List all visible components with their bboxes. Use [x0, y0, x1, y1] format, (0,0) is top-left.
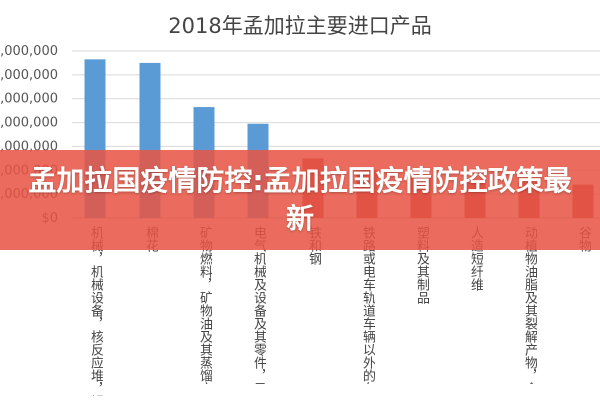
y-tick-label: ,000,000 — [0, 68, 58, 83]
headline-banner[interactable]: 孟加拉国疫情防控:孟加拉国疫情防控政策最新 — [0, 150, 600, 250]
category-label: 矿物燃料，矿物油及其蒸馏产物，沥青物质… — [197, 226, 212, 384]
headline-text[interactable]: 孟加拉国疫情防控:孟加拉国疫情防控政策最新 — [28, 164, 572, 235]
category-label: 电气机械及设备及其零件，录音机和复制… — [251, 226, 266, 384]
category-label: 动植物油脂及其裂解产物，食用脂肪… — [522, 226, 537, 384]
chart-title: 2018年孟加拉主要进口产品 — [168, 14, 432, 38]
y-tick-label: ,000,000 — [0, 116, 58, 131]
y-tick-label: ,000,000 — [0, 44, 58, 59]
y-tick-label: ,000,000 — [0, 92, 58, 107]
category-label: 机械，机械设备，核反应堆，锅炉 — [88, 226, 103, 396]
category-label: 铁路或电车轨道车辆以外的车辆及其零… — [360, 226, 375, 384]
